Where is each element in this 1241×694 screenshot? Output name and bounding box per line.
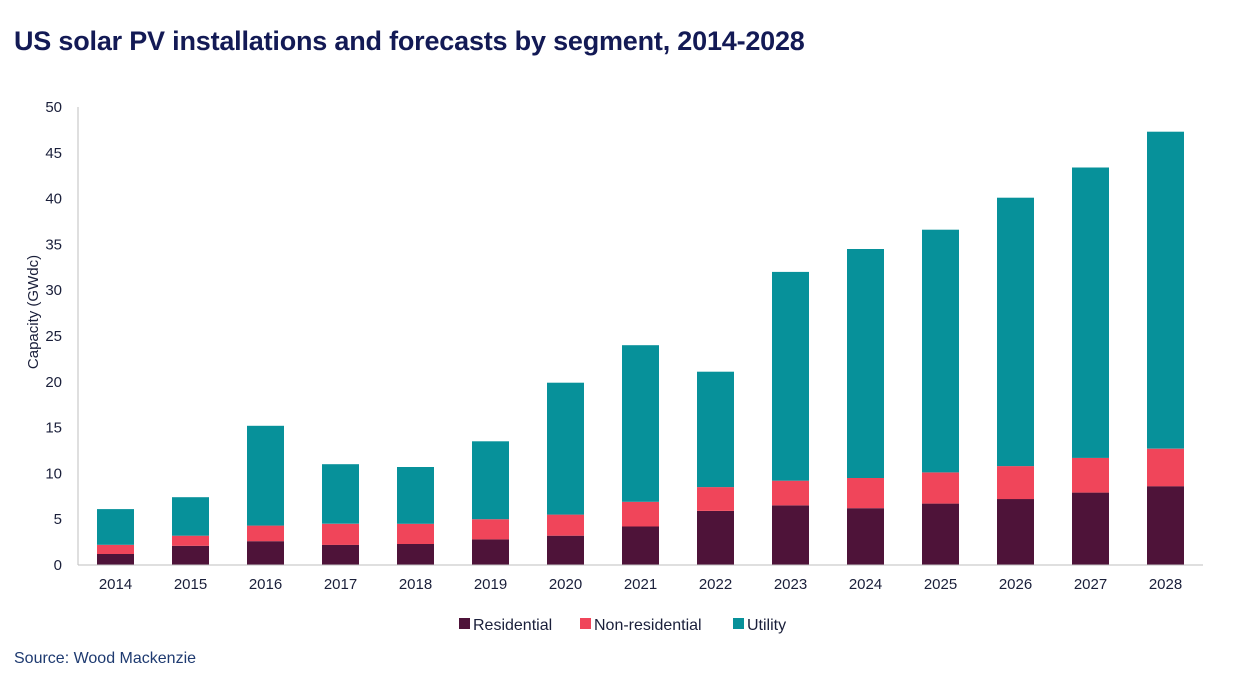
legend-swatch xyxy=(733,618,744,629)
bar-non-residential-2024 xyxy=(847,478,884,509)
bar-residential-2017 xyxy=(322,544,359,565)
y-axis-label: Capacity (GWdc) xyxy=(25,255,42,369)
bar-utility-2018 xyxy=(397,467,434,524)
legend: Residential Non-residential Utility xyxy=(459,617,786,634)
y-tick-label: 50 xyxy=(45,99,62,116)
x-tick-label: 2017 xyxy=(324,576,357,593)
y-tick-label: 5 xyxy=(54,511,62,528)
y-tick-label: 15 xyxy=(45,420,62,437)
bar-utility-2015 xyxy=(172,497,209,536)
bar-residential-2023 xyxy=(772,505,809,565)
bars xyxy=(97,131,1184,565)
bar-residential-2026 xyxy=(997,499,1034,565)
bar-non-residential-2023 xyxy=(772,480,809,506)
y-tick-label: 40 xyxy=(45,191,62,208)
bar-utility-2027 xyxy=(1072,167,1109,458)
bar-residential-2021 xyxy=(622,526,659,565)
bar-non-residential-2017 xyxy=(322,523,359,545)
bar-utility-2017 xyxy=(322,464,359,524)
x-tick-label: 2020 xyxy=(549,576,582,593)
bar-utility-2022 xyxy=(697,371,734,488)
bar-utility-2028 xyxy=(1147,131,1184,449)
y-tick-label: 45 xyxy=(45,145,62,162)
bar-utility-2025 xyxy=(922,229,959,473)
bar-residential-2027 xyxy=(1072,492,1109,565)
bar-non-residential-2026 xyxy=(997,466,1034,500)
bar-non-residential-2028 xyxy=(1147,448,1184,487)
bar-residential-2024 xyxy=(847,508,884,565)
legend-label: Utility xyxy=(747,617,786,634)
bar-utility-2016 xyxy=(247,425,284,526)
chart-title: US solar PV installations and forecasts … xyxy=(14,26,805,56)
bar-utility-2019 xyxy=(472,441,509,520)
bar-residential-2025 xyxy=(922,503,959,565)
x-axis: 2014 2015 2016 2017 2018 2019 2020 2021 2022 2023… xyxy=(78,564,1203,593)
bar-residential-2020 xyxy=(547,535,584,565)
bar-non-residential-2019 xyxy=(472,519,509,540)
bar-utility-2021 xyxy=(622,345,659,502)
bar-non-residential-2027 xyxy=(1072,457,1109,493)
y-tick-label: 35 xyxy=(45,236,62,253)
bar-utility-2020 xyxy=(547,382,584,515)
x-tick-label: 2026 xyxy=(999,576,1032,593)
bar-utility-2024 xyxy=(847,249,884,478)
legend-swatch xyxy=(580,618,591,629)
bar-residential-2019 xyxy=(472,539,509,565)
bar-utility-2026 xyxy=(997,197,1034,467)
x-tick-label: 2021 xyxy=(624,576,657,593)
bar-non-residential-2025 xyxy=(922,472,959,504)
x-tick-label: 2025 xyxy=(924,576,957,593)
y-tick-label: 25 xyxy=(45,328,62,345)
x-tick-label: 2028 xyxy=(1149,576,1182,593)
x-tick-label: 2016 xyxy=(249,576,282,593)
x-tick-label: 2023 xyxy=(774,576,807,593)
y-tick-label: 20 xyxy=(45,374,62,391)
bar-non-residential-2020 xyxy=(547,514,584,536)
bar-residential-2015 xyxy=(172,545,209,565)
x-tick-label: 2024 xyxy=(849,576,882,593)
source-note: Source: Wood Mackenzie xyxy=(14,650,197,667)
bar-non-residential-2016 xyxy=(247,525,284,542)
bar-utility-2023 xyxy=(772,271,809,481)
bar-utility-2014 xyxy=(97,509,134,545)
legend-swatch xyxy=(459,618,470,629)
legend-label: Non-residential xyxy=(594,617,702,634)
bar-residential-2018 xyxy=(397,543,434,565)
bar-residential-2028 xyxy=(1147,486,1184,565)
legend-label: Residential xyxy=(473,617,552,634)
y-tick-label: 10 xyxy=(45,465,62,482)
bar-non-residential-2018 xyxy=(397,523,434,544)
x-tick-label: 2027 xyxy=(1074,576,1107,593)
x-tick-label: 2015 xyxy=(174,576,207,593)
y-axis: 0 5 10 15 20 25 30 35 40 45 50 xyxy=(45,99,79,574)
y-tick-label: 0 xyxy=(54,557,62,574)
y-tick-label: 30 xyxy=(45,282,62,299)
bar-non-residential-2021 xyxy=(622,501,659,527)
bar-residential-2022 xyxy=(697,511,734,565)
x-tick-label: 2019 xyxy=(474,576,507,593)
x-tick-label: 2018 xyxy=(399,576,432,593)
bar-residential-2014 xyxy=(97,554,134,565)
x-tick-label: 2014 xyxy=(99,576,132,593)
bar-non-residential-2015 xyxy=(172,535,209,546)
bar-residential-2016 xyxy=(247,541,284,565)
x-tick-label: 2022 xyxy=(699,576,732,593)
bar-non-residential-2014 xyxy=(97,544,134,554)
bar-non-residential-2022 xyxy=(697,487,734,511)
